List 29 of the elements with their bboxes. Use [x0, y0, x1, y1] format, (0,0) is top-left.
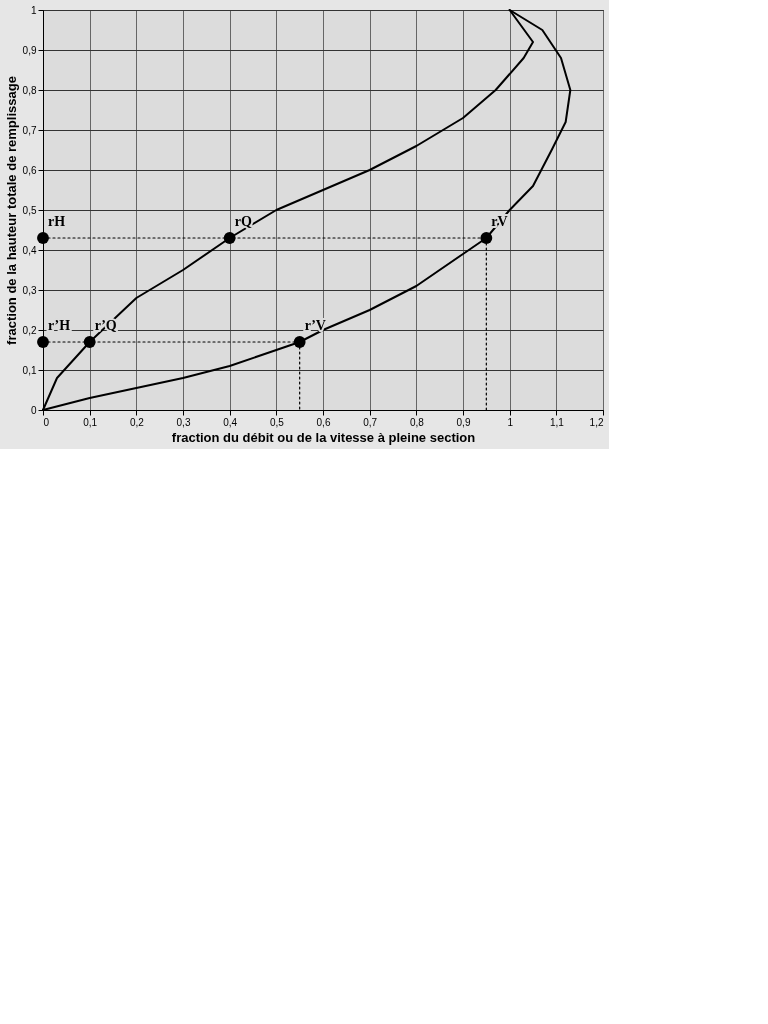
- x-tick-label: 0,6: [316, 416, 331, 428]
- y-tick-label: 0,7: [22, 124, 37, 136]
- y-tick-label: 1: [30, 4, 37, 16]
- y-axis-title: fraction de la hauteur totale de remplissage: [3, 76, 19, 345]
- y-tick-label: 0,3: [22, 284, 37, 296]
- y-tick-label: 0: [30, 404, 37, 416]
- x-tick-label: 1,2: [589, 416, 604, 428]
- x-axis-title: fraction du débit ou de la vitesse à pleine section: [171, 429, 476, 445]
- x-tick-label: 0,4: [223, 416, 238, 428]
- x-tick-label: 0,9: [456, 416, 471, 428]
- y-tick-label: 0,5: [22, 204, 37, 216]
- x-tick-label: 0,1: [83, 416, 98, 428]
- x-tick-label: 1: [507, 416, 514, 428]
- y-tick-label: 0,9: [22, 44, 37, 56]
- y-tick-label: 0,4: [22, 244, 37, 256]
- y-tick-label: 0,1: [22, 364, 37, 376]
- x-tick-label: 0,5: [269, 416, 285, 428]
- y-tick-label: 0,6: [22, 164, 37, 176]
- y-tick-label: 0,2: [22, 324, 37, 336]
- x-tick-label: 0,2: [129, 416, 145, 428]
- annotation: rH: [48, 214, 66, 229]
- annotation: r’H: [48, 318, 71, 333]
- x-tick-label: 0,3: [176, 416, 191, 428]
- x-tick-label: 1,1: [549, 416, 565, 428]
- x-tick-label: 0,8: [409, 416, 425, 428]
- y-tick-label: 0,8: [22, 84, 37, 96]
- x-tick-label: 0: [43, 416, 50, 428]
- x-tick-label: 0,7: [363, 416, 378, 428]
- annotation: rQ: [234, 214, 252, 229]
